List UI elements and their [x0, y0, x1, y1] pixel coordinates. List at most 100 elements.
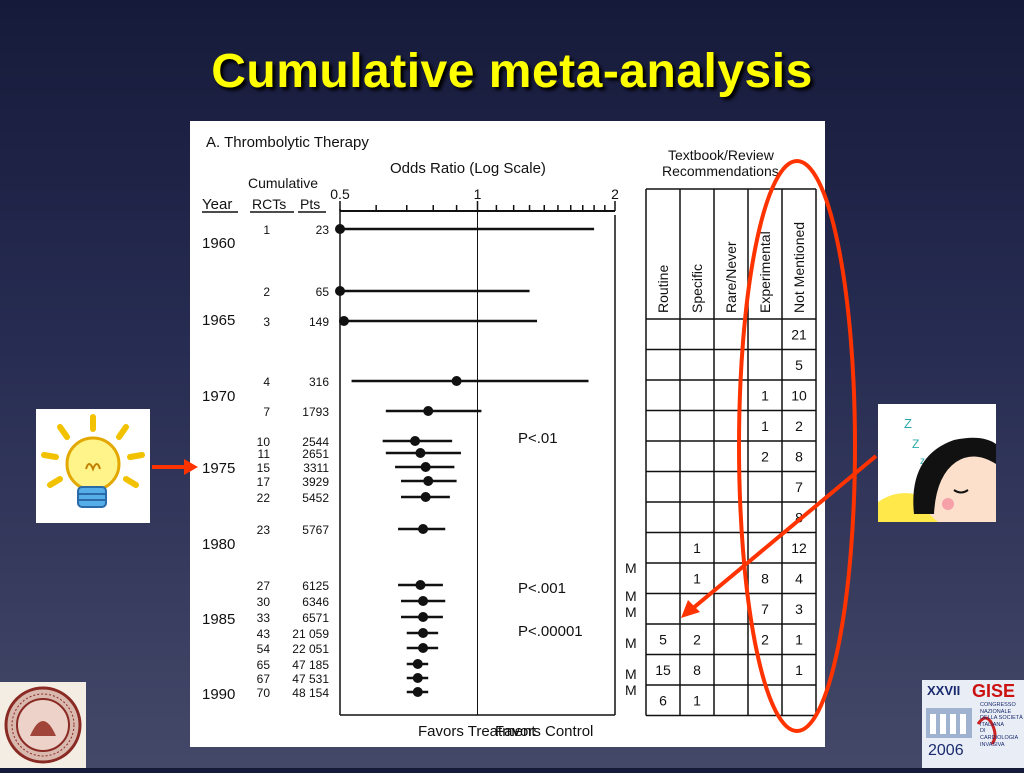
m-marker: M [625, 588, 637, 604]
point-estimate [412, 659, 423, 669]
lightbulb-icon [41, 414, 145, 508]
point-estimate [418, 596, 429, 606]
column-year: Year [202, 196, 232, 213]
rec-cell: 15 [655, 662, 671, 678]
p-value-1: P<.01 [518, 430, 558, 447]
rec-cell: 12 [791, 540, 807, 556]
rec-cell: 10 [791, 387, 807, 403]
rec-cell: 1 [761, 418, 769, 434]
forest-plot-figure: A. Thrombolytic Therapy Odds Ratio (Log … [190, 121, 825, 747]
congress-line: DELLA SOCIETÀ [980, 715, 1023, 722]
pts-value: 47 185 [292, 658, 329, 672]
sleeping-girl-icon: Z Z z [878, 416, 996, 522]
favors-control-label: Favors Control [495, 723, 593, 740]
pts-value: 1793 [302, 405, 329, 419]
congress-year: 2006 [928, 742, 964, 759]
pts-value: 6571 [302, 611, 329, 625]
congress-line: DI CARDIOLOGIA [980, 728, 1019, 741]
rcts-value: 7 [263, 405, 270, 419]
pts-value: 22 051 [292, 642, 329, 656]
point-estimate [420, 462, 431, 472]
pts-value: 6346 [302, 595, 329, 609]
rec-cell: 8 [795, 509, 803, 525]
m-marker: M [625, 604, 637, 620]
pts-value: 48 154 [292, 686, 329, 700]
p-value-2: P<.001 [518, 580, 566, 597]
recommendations-title-1: Textbook/Review [668, 147, 775, 163]
rcts-value: 54 [257, 642, 271, 656]
rcts-value: 23 [257, 523, 271, 537]
rcts-value: 30 [257, 595, 271, 609]
rcts-value: 11 [258, 447, 271, 461]
rcts-value: 10 [257, 435, 271, 449]
point-estimate [423, 476, 434, 486]
congress-lines: CONGRESSO NAZIONALE DELLA SOCIETÀ ITALIA… [980, 702, 1024, 748]
rec-cell: 1 [795, 631, 803, 647]
rcts-value: 22 [257, 491, 271, 505]
point-estimate [420, 492, 431, 502]
column-rcts: RCTs [252, 196, 286, 212]
recommendations-title-2: Recommendations [662, 163, 779, 179]
rec-cell: 4 [795, 570, 803, 586]
congress-line: INVASIVA [980, 741, 1005, 748]
year-label-1980: 1980 [202, 536, 235, 553]
pts-value: 5452 [302, 491, 329, 505]
rec-column-header: Not Mentioned [791, 222, 807, 313]
m-marker: M [625, 635, 637, 651]
point-estimate [418, 628, 429, 638]
rcts-value: 65 [257, 658, 271, 672]
point-estimate [451, 376, 462, 386]
rcts-value: 17 [257, 475, 271, 489]
svg-text:z: z [920, 456, 925, 467]
pts-value: 47 531 [292, 672, 329, 686]
pts-value: 2544 [302, 435, 329, 449]
column-pts: Pts [300, 196, 320, 212]
gise-title: GISE [972, 681, 1016, 701]
rec-cell: 1 [693, 540, 701, 556]
pts-value: 149 [309, 315, 329, 329]
m-marker: M [625, 666, 637, 682]
rec-cell: 8 [761, 570, 769, 586]
point-estimate [418, 612, 429, 622]
rcts-value: 67 [257, 672, 271, 686]
column-cumulative: Cumulative [248, 175, 318, 191]
point-estimate [418, 643, 429, 653]
slide-title: Cumulative meta-analysis [211, 45, 813, 98]
panel-title: A. Thrombolytic Therapy [206, 134, 369, 151]
congress-line: CONGRESSO [980, 702, 1016, 708]
gise-congress-logo: XXVII GISE CONGRESSO NAZIONALE DELLA SOC… [922, 680, 1024, 768]
pts-value: 3929 [302, 475, 329, 489]
point-estimate [418, 524, 429, 534]
rec-cell: 1 [693, 692, 701, 708]
rec-cell: 2 [795, 418, 803, 434]
x-tick-label: 1 [474, 186, 482, 202]
rcts-value: 4 [263, 375, 270, 389]
x-tick-label: 2 [611, 186, 619, 202]
rcts-value: 3 [263, 315, 270, 329]
rec-cell: 2 [761, 631, 769, 647]
rec-cell: 8 [693, 662, 701, 678]
congress-number: XXVII [927, 683, 961, 698]
sleeping-girl-image: Z Z z [878, 404, 996, 522]
point-estimate [412, 673, 423, 683]
year-label-1960: 1960 [202, 235, 235, 252]
point-estimate [423, 406, 434, 416]
rcts-value: 43 [257, 627, 271, 641]
rec-cell: 5 [659, 631, 667, 647]
rec-cell: 8 [795, 448, 803, 464]
rec-column-header: Routine [655, 265, 671, 313]
point-estimate [415, 580, 426, 590]
svg-text:Z: Z [904, 416, 912, 431]
year-label-1965: 1965 [202, 312, 235, 329]
university-seal [0, 682, 86, 768]
rec-cell: 7 [795, 479, 803, 495]
rec-column-header: Specific [689, 264, 705, 313]
rec-column-header: Experimental [757, 231, 773, 313]
rec-cell: 1 [693, 570, 701, 586]
point-estimate [412, 687, 423, 697]
rec-cell: 3 [795, 601, 803, 617]
pts-value: 21 059 [292, 627, 329, 641]
m-marker: M [625, 560, 637, 576]
gise-logo-graphic [922, 680, 1024, 768]
rec-cell: 6 [659, 692, 667, 708]
